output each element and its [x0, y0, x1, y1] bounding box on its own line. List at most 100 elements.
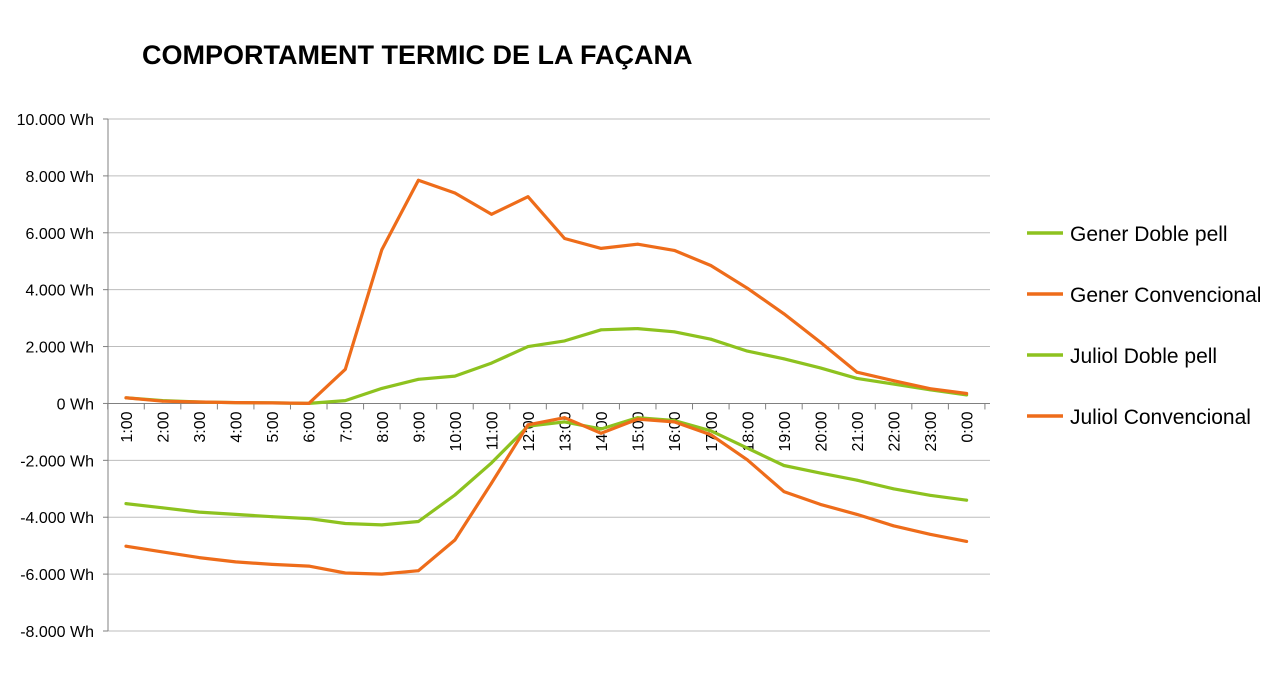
data-point [490, 461, 493, 465]
data-point [490, 481, 493, 485]
x-tick-label: 5:00 [265, 411, 282, 442]
x-tick-label: 3:00 [192, 411, 209, 442]
series-line [124, 327, 969, 405]
series-gener-doble-pell [124, 327, 969, 405]
data-point [855, 377, 859, 380]
data-point [270, 515, 274, 519]
data-point [380, 248, 384, 252]
x-tick-label: 10:00 [448, 411, 465, 451]
data-point [782, 490, 786, 493]
y-tick-label: 8.000 Wh [26, 169, 94, 186]
legend-label: Juliol Doble pell [1070, 345, 1217, 368]
gridlines [108, 118, 990, 632]
data-point [855, 370, 859, 374]
data-point [197, 510, 201, 514]
data-point [782, 312, 786, 316]
legend: Gener Doble pell Gener Convencional Juliol… [1027, 223, 1261, 429]
x-tick-label: 22:00 [887, 411, 904, 451]
data-point [563, 339, 566, 343]
data-point [234, 513, 238, 516]
legend-item: Juliol Convencional [1027, 406, 1251, 429]
data-point [965, 392, 968, 395]
x-tick-label: 19:00 [777, 411, 794, 451]
data-point [599, 328, 603, 332]
data-point [197, 556, 201, 559]
data-point [343, 571, 347, 575]
data-point [892, 524, 895, 528]
y-tick-label: -8.000 Wh [20, 624, 94, 641]
data-point [636, 417, 640, 421]
data-point [636, 242, 640, 246]
x-tick-label: 4:00 [229, 411, 246, 442]
y-tick-label: 0 Wh [57, 396, 94, 413]
data-point [307, 402, 311, 405]
data-point [599, 247, 603, 250]
data-point [965, 498, 968, 502]
legend-label: Gener Doble pell [1070, 223, 1228, 246]
x-tick-label: 18:00 [740, 411, 757, 451]
data-point [855, 478, 859, 482]
legend-label: Juliol Convencional [1070, 406, 1251, 429]
data-point [270, 563, 274, 566]
data-point [234, 401, 238, 404]
data-point [380, 387, 384, 390]
series-line [124, 178, 969, 405]
x-tick-label: 7:00 [338, 411, 355, 442]
x-axis-tick-labels: 1:00 2:00 3:00 4:00 5:00 6:00 7:00 8:00 9:00 10:0… [119, 411, 977, 451]
x-tick-label: 16:00 [667, 411, 684, 451]
y-tick-label: -6.000 Wh [20, 567, 94, 584]
y-tick-label: -2.000 Wh [20, 453, 94, 470]
data-point [124, 544, 128, 548]
data-point [380, 523, 384, 527]
data-point [636, 327, 640, 330]
data-point [161, 506, 165, 510]
data-point [453, 191, 457, 195]
data-point [563, 237, 566, 240]
data-point [782, 464, 786, 467]
x-tick-label: 1:00 [119, 411, 136, 442]
data-point [672, 420, 676, 424]
data-point [490, 361, 493, 365]
data-point [599, 427, 603, 431]
x-tick-label: 6:00 [302, 411, 319, 442]
data-point [563, 416, 566, 420]
x-tick-label: 2:00 [156, 411, 173, 442]
data-point [709, 264, 713, 267]
data-point [343, 399, 347, 402]
series-juliol-convencional [124, 416, 969, 576]
data-point [563, 420, 566, 424]
data-point [709, 337, 713, 341]
data-point [453, 374, 457, 378]
data-point [343, 522, 347, 525]
data-point [819, 503, 822, 506]
legend-label: Gener Convencional [1070, 284, 1261, 307]
data-point [672, 249, 676, 252]
data-point [819, 366, 822, 370]
data-point [745, 458, 749, 462]
data-point [526, 195, 530, 199]
series-line [124, 416, 969, 527]
data-point [161, 550, 165, 554]
data-point [453, 538, 457, 542]
legend-item: Gener Doble pell [1027, 223, 1228, 246]
axes [103, 118, 990, 632]
data-point [709, 429, 713, 433]
data-point [453, 493, 457, 497]
data-point [782, 357, 786, 361]
series-gener-convencional [124, 178, 969, 405]
data-point [270, 401, 274, 405]
data-point [892, 382, 895, 386]
data-point [599, 431, 603, 435]
x-tick-label: 23:00 [923, 411, 940, 451]
data-point [380, 572, 384, 576]
x-tick-label: 20:00 [813, 411, 830, 451]
data-point [417, 178, 420, 182]
y-tick-label: 10.000 Wh [17, 112, 94, 129]
y-tick-label: 2.000 Wh [26, 340, 94, 357]
x-tick-label: 9:00 [411, 411, 428, 442]
x-tick-label: 12:00 [521, 411, 538, 451]
y-axis-tick-labels: 10.000 Wh 8.000 Wh 6.000 Wh 4.000 Wh 2.000 W… [17, 112, 94, 641]
data-point [709, 433, 713, 437]
data-point [490, 212, 493, 216]
